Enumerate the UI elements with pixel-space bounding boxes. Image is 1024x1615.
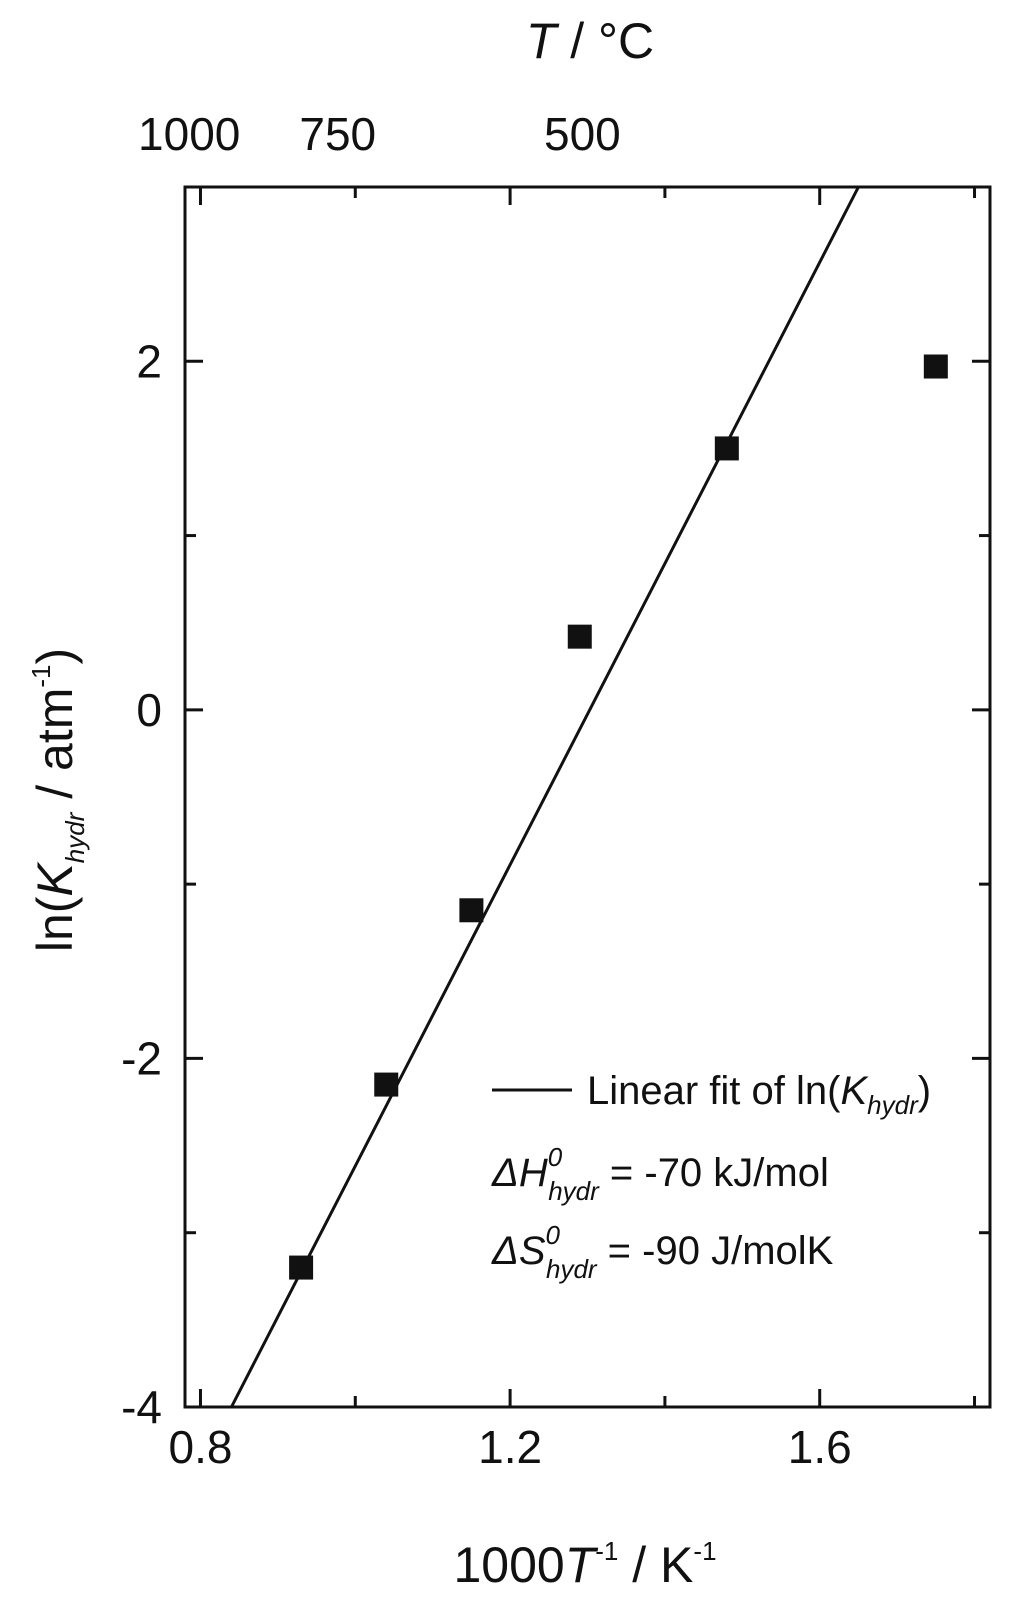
top-axis-unit: / °C: [556, 13, 654, 69]
y-axis-unit: / atm: [27, 688, 83, 813]
data-markers: [289, 354, 948, 1280]
y-tick-label: 0: [136, 684, 162, 736]
axis-ticks: [185, 187, 990, 1409]
legend-ds-symbol: ΔS: [491, 1229, 546, 1273]
x-axis-exp: -1: [595, 1536, 618, 1566]
fit-line: [230, 186, 860, 1408]
data-point: [567, 624, 592, 649]
data-point: [714, 436, 739, 461]
y-axis-unit-exp: -1: [26, 664, 56, 687]
y-axis-var: K: [27, 861, 83, 897]
legend-fit-sub: hydr: [867, 1090, 919, 1120]
x-tick-label: 0.8: [169, 1421, 233, 1473]
data-point: [459, 898, 484, 923]
legend-fit-prefix: Linear fit of ln(: [587, 1069, 841, 1113]
y-axis-suffix: ): [27, 648, 83, 665]
y-tick-label: -4: [121, 1381, 162, 1433]
y-tick-label: -2: [121, 1032, 162, 1084]
legend-dh-value: = -70 kJ/mol: [599, 1151, 829, 1195]
top-axis-var: T: [526, 13, 560, 69]
legend-ds-sup: 0: [546, 1220, 561, 1250]
legend-ds-sub: hydr: [546, 1254, 598, 1284]
legend-enthalpy: ΔH0 hydr = -70 kJ/mol: [491, 1142, 829, 1206]
legend-entropy: ΔS0 hydr = -90 J/molK: [491, 1220, 834, 1284]
x-tick-labels: 0.8 1.2 1.6: [169, 1421, 852, 1473]
top-axis-title: T / °C: [526, 13, 654, 69]
data-point: [374, 1072, 399, 1097]
x-tick-label: 1.2: [478, 1421, 542, 1473]
legend-ds-value: = -90 J/molK: [597, 1229, 834, 1273]
x-tick-label: 1.6: [788, 1421, 852, 1473]
y-tick-labels: -4 -2 0 2: [121, 335, 162, 1433]
y-axis-sub: hydr: [60, 811, 90, 863]
legend-dh-sub: hydr: [548, 1176, 600, 1206]
top-tick-label: 1000: [138, 108, 240, 160]
x-axis-var: T: [565, 1537, 599, 1593]
legend-fit-var: K: [840, 1069, 869, 1113]
legend-dh-sup: 0: [548, 1142, 563, 1172]
top-tick-label: 750: [299, 108, 376, 160]
x-axis-title: 1000T-1 / K-1: [453, 1536, 716, 1593]
x-axis-unit: / K: [618, 1537, 693, 1593]
x-axis-prefix: 1000: [453, 1537, 564, 1593]
y-axis-title: ln(Khydr / atm-1): [26, 648, 90, 952]
legend-fit-label: Linear fit of ln(Khydr): [587, 1069, 931, 1120]
data-point: [289, 1255, 314, 1280]
y-tick-label: 2: [136, 335, 162, 387]
plot-frame: [183, 185, 992, 1409]
y-axis-prefix: ln(: [27, 896, 83, 952]
top-tick-label: 500: [544, 108, 621, 160]
legend-dh-symbol: ΔH: [491, 1151, 548, 1195]
legend-fit-suffix: ): [918, 1069, 931, 1113]
data-point: [923, 354, 948, 379]
x-axis-unit-exp: -1: [693, 1536, 716, 1566]
legend: Linear fit of ln(Khydr) ΔH0 hydr = -70 kJ…: [491, 1069, 931, 1284]
top-tick-labels: 1000 750 500: [138, 108, 621, 160]
